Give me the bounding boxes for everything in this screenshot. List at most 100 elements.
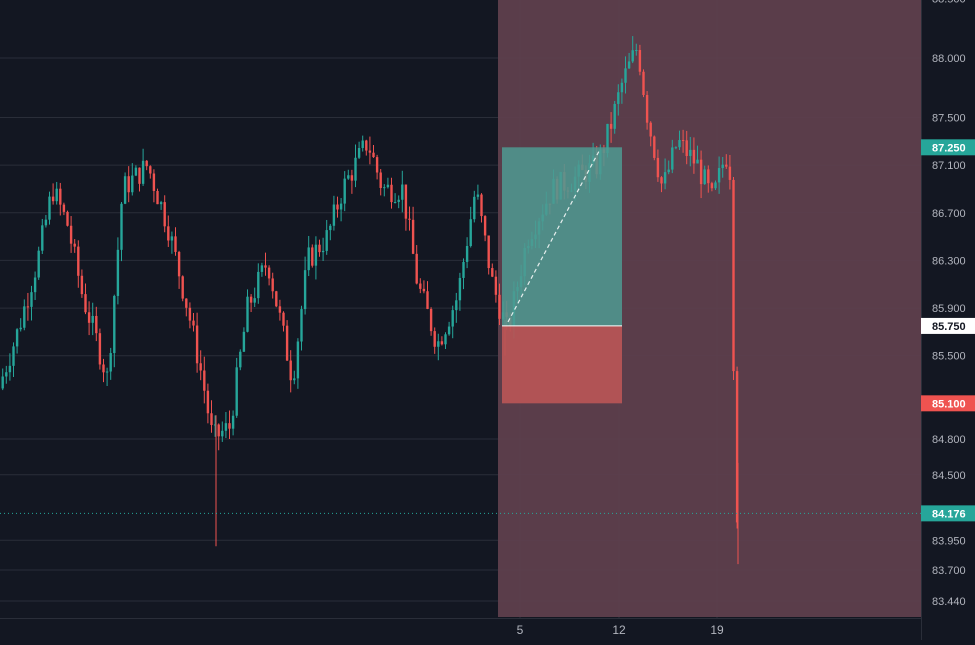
stop-zone[interactable] bbox=[502, 325, 622, 404]
candle bbox=[1, 368, 4, 391]
candle bbox=[631, 36, 634, 64]
progress-dashed-line bbox=[507, 149, 601, 323]
y-tick-label: 85.500 bbox=[932, 351, 966, 363]
candle bbox=[199, 350, 202, 381]
candle bbox=[242, 327, 246, 353]
candle bbox=[444, 332, 447, 350]
candle bbox=[91, 302, 94, 336]
time-axis[interactable]: 5 12 19 bbox=[0, 618, 921, 640]
candle bbox=[33, 271, 37, 301]
candle bbox=[246, 289, 249, 333]
candle bbox=[84, 283, 87, 315]
candle bbox=[192, 313, 195, 332]
candle bbox=[617, 84, 620, 116]
candle bbox=[483, 215, 487, 242]
candle bbox=[55, 181, 58, 205]
candle bbox=[357, 141, 361, 159]
candle bbox=[339, 198, 343, 222]
candle bbox=[8, 353, 12, 381]
y-tick-label: 88.000 bbox=[932, 53, 966, 65]
candle bbox=[329, 223, 332, 241]
candle bbox=[725, 154, 728, 169]
candle bbox=[635, 43, 638, 56]
candle bbox=[336, 196, 339, 218]
candle bbox=[429, 307, 433, 336]
candle bbox=[469, 206, 472, 248]
candle bbox=[289, 350, 292, 393]
candle bbox=[365, 139, 368, 156]
x-tick-label: 12 bbox=[612, 623, 626, 637]
candle bbox=[163, 195, 166, 233]
candle bbox=[131, 163, 134, 196]
long-position-tool[interactable] bbox=[502, 147, 622, 404]
candle bbox=[361, 135, 364, 152]
candle bbox=[44, 214, 48, 228]
candle bbox=[462, 258, 465, 290]
candle bbox=[696, 145, 699, 164]
candle bbox=[285, 320, 289, 362]
candle bbox=[728, 154, 732, 190]
candle bbox=[167, 215, 170, 247]
candle bbox=[141, 148, 145, 186]
price-labels: 87.250 85.750 85.100 84.176 bbox=[921, 139, 975, 522]
candle bbox=[307, 235, 310, 277]
target-zone[interactable] bbox=[502, 147, 622, 326]
candle bbox=[210, 400, 213, 433]
candle bbox=[656, 149, 660, 182]
candle bbox=[134, 165, 138, 177]
candle bbox=[455, 292, 458, 323]
candle bbox=[613, 100, 616, 134]
candle bbox=[437, 333, 440, 361]
candle bbox=[188, 302, 192, 329]
y-tick-label: 88.500 bbox=[932, 0, 966, 5]
candle bbox=[23, 299, 26, 331]
candle bbox=[624, 56, 627, 94]
y-tick-label: 85.900 bbox=[932, 303, 966, 315]
svg-text:84.176: 84.176 bbox=[932, 508, 966, 520]
candle bbox=[170, 231, 174, 254]
candle bbox=[386, 177, 390, 189]
candle bbox=[275, 290, 278, 308]
x-tick-label: 5 bbox=[517, 623, 524, 637]
candle bbox=[48, 191, 51, 225]
y-tick-label: 84.800 bbox=[932, 434, 966, 446]
candle bbox=[721, 156, 724, 178]
candle bbox=[487, 235, 490, 275]
candle bbox=[95, 306, 98, 342]
candle bbox=[678, 130, 681, 150]
candle bbox=[707, 165, 710, 193]
candle bbox=[390, 177, 393, 209]
candle bbox=[732, 177, 735, 380]
candle bbox=[347, 169, 350, 180]
candle bbox=[476, 184, 480, 200]
candle bbox=[98, 328, 102, 370]
candle bbox=[433, 327, 436, 354]
candle bbox=[620, 78, 624, 104]
candle bbox=[116, 237, 120, 305]
candle bbox=[105, 367, 109, 386]
candle bbox=[59, 182, 62, 216]
y-tick-label: 87.500 bbox=[932, 113, 966, 125]
y-tick-label: 83.440 bbox=[932, 596, 966, 608]
candle bbox=[321, 237, 325, 261]
candle bbox=[221, 421, 224, 442]
candle bbox=[411, 206, 415, 255]
candle bbox=[735, 366, 739, 529]
candle bbox=[77, 240, 80, 288]
candle bbox=[710, 181, 714, 192]
candle bbox=[491, 263, 494, 278]
candle bbox=[123, 172, 127, 205]
candle bbox=[318, 239, 321, 257]
candle bbox=[185, 298, 188, 317]
candle bbox=[149, 165, 152, 179]
candle bbox=[714, 180, 717, 190]
candle bbox=[181, 275, 184, 302]
candle bbox=[80, 269, 84, 298]
candle bbox=[660, 176, 663, 193]
candle bbox=[332, 195, 336, 231]
candle bbox=[159, 200, 163, 210]
candle bbox=[645, 91, 649, 130]
candle bbox=[447, 321, 451, 336]
